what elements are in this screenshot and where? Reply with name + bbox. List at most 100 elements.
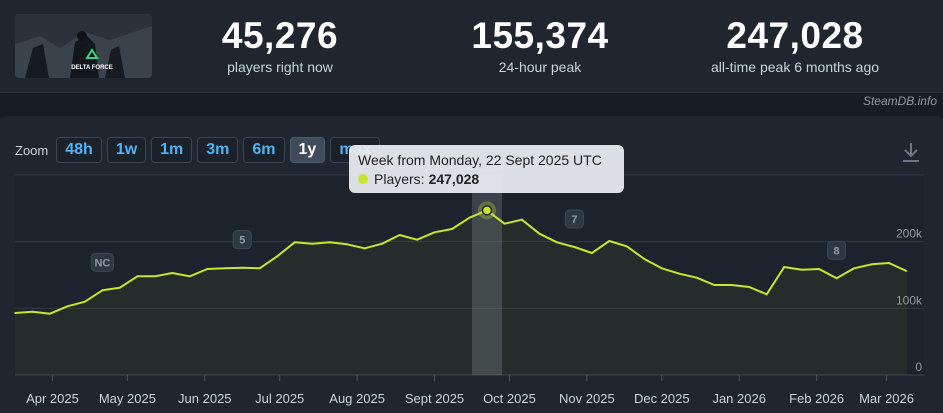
data-point (818, 268, 821, 270)
data-point (136, 275, 139, 278)
stat-value: 155,374 (471, 15, 609, 56)
data-point (643, 258, 646, 260)
data-point (66, 305, 69, 308)
data-point (258, 267, 261, 270)
annotation-flag (232, 230, 252, 250)
stat-current: 45,276 players right now (200, 14, 360, 76)
data-point (101, 289, 104, 292)
annotation-flag (90, 252, 114, 272)
data-point (171, 272, 174, 274)
zoom-48h-button[interactable]: 48h (56, 137, 102, 163)
data-point (451, 228, 454, 230)
data-point (363, 247, 366, 250)
series-area (15, 210, 907, 375)
data-point (153, 275, 156, 278)
zoom-3m-button[interactable]: 3m (197, 137, 239, 163)
data-point (713, 284, 716, 286)
data-point (416, 238, 419, 241)
x-tick-label: Feb 2026 (789, 391, 844, 406)
game-artwork: DELTA FORCE (15, 14, 152, 78)
data-point (206, 268, 209, 270)
data-point (223, 267, 226, 270)
annotation-label: NC (94, 257, 110, 269)
x-tick-label: Jul 2025 (255, 391, 304, 406)
data-point (241, 266, 244, 269)
data-point (293, 241, 296, 244)
stat-label: 24-hour peak (498, 59, 582, 75)
x-tick-label: Mar 2026 (859, 391, 914, 406)
highlight-point (481, 205, 493, 216)
x-tick-label: May 2025 (99, 391, 156, 406)
data-point (468, 216, 471, 219)
stat-label: players right now (227, 59, 333, 75)
data-point (608, 240, 611, 242)
tooltip-value: 247,028 (428, 171, 480, 187)
data-point (800, 268, 803, 271)
data-point (678, 272, 681, 275)
y-tick-label: 200k (896, 227, 923, 241)
data-point (853, 267, 856, 270)
x-tick-label: Sept 2025 (405, 391, 464, 406)
data-point (748, 286, 751, 288)
data-point (311, 242, 314, 245)
zoom-1y-button[interactable]: 1y (289, 137, 326, 163)
data-point (573, 246, 576, 248)
data-point (503, 222, 506, 225)
zoom-label: Zoom (15, 142, 49, 158)
download-icon[interactable] (901, 141, 921, 163)
data-point (276, 255, 279, 258)
annotation-label: 8 (834, 245, 840, 257)
zoom-1w-button[interactable]: 1w (106, 137, 147, 163)
data-point (538, 232, 541, 235)
data-point (346, 243, 349, 246)
data-point (328, 241, 331, 244)
data-point (905, 270, 908, 272)
zoom-controls: Zoom 48h 1w 1m 3m 6m 1y max (15, 136, 385, 164)
x-tick-label: Jan 2026 (712, 391, 766, 406)
x-tick-label: Dec 2025 (634, 391, 690, 406)
stat-label: all-time peak 6 months ago (710, 59, 880, 75)
data-point (765, 293, 768, 296)
data-point (783, 266, 786, 268)
data-point (888, 262, 891, 264)
data-point (625, 245, 628, 248)
tooltip-value-row: Players: 247,028 (358, 169, 615, 189)
tooltip-series-label: Players: (374, 171, 425, 187)
data-point (520, 218, 523, 221)
zoom-6m-button[interactable]: 6m (243, 137, 285, 163)
x-tick-label: Nov 2025 (559, 391, 615, 406)
chart-tooltip: Week from Monday, 22 Sept 2025 UTC Playe… (349, 145, 624, 193)
data-point (83, 300, 86, 303)
stat-24h-peak: 155,374 24-hour peak (450, 14, 630, 76)
x-tick-label: Jun 2025 (178, 391, 232, 406)
tooltip-title: Week from Monday, 22 Sept 2025 UTC (358, 152, 602, 168)
steamdb-credit[interactable]: SteamDB.info (862, 94, 937, 108)
data-point (118, 286, 121, 289)
data-point (381, 242, 384, 245)
data-point (31, 310, 34, 313)
stat-value: 45,276 (221, 15, 339, 56)
data-point (730, 284, 733, 286)
data-point (48, 312, 51, 315)
series-line-players (14, 209, 907, 315)
y-tick-label: 0 (915, 360, 922, 374)
data-point (555, 241, 558, 244)
game-logo-text: DELTA FORCE (71, 65, 113, 71)
annotation-label: 7 (571, 214, 577, 226)
delta-logo-icon (85, 48, 99, 59)
series-dot-icon (358, 174, 368, 184)
annotation-flag (564, 209, 584, 229)
data-point (835, 277, 838, 280)
zoom-1m-button[interactable]: 1m (151, 137, 193, 163)
data-point (188, 275, 191, 278)
annotation-label: 5 (239, 235, 245, 247)
annotation-flag (827, 240, 847, 260)
data-point (695, 276, 698, 279)
stat-all-time-peak: 247,028 all-time peak 6 months ago (690, 14, 900, 76)
y-tick-label: 100k (896, 293, 923, 307)
data-point (14, 312, 16, 314)
stats-bar: DELTA FORCE 45,276 players right now 155… (0, 0, 943, 93)
game-thumbnail[interactable]: DELTA FORCE (15, 14, 152, 78)
stat-value: 247,028 (726, 15, 864, 56)
